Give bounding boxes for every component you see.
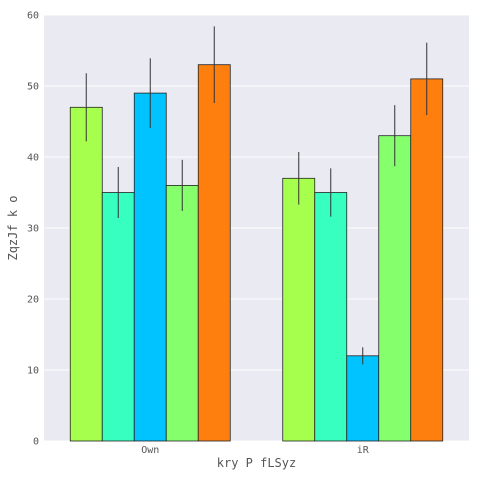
bars [69, 64, 444, 442]
y-tick-label: 60 [27, 11, 39, 22]
y-axis-label: ZqzJf k o [6, 195, 20, 260]
bar [410, 78, 444, 442]
x-axis-label: kry P fLSyz [217, 456, 296, 470]
bar [346, 355, 380, 442]
x-tick-label: Own [141, 445, 159, 456]
y-tick-label: 20 [27, 295, 39, 306]
bar [133, 92, 167, 442]
x-tick-labels: Own iR [141, 445, 370, 456]
y-tick-label: 0 [33, 437, 39, 448]
bar [378, 135, 412, 442]
bar [197, 64, 231, 442]
bar [69, 106, 103, 442]
y-tick-label: 50 [27, 82, 39, 93]
error-bars [85, 26, 428, 365]
y-tick-label: 30 [27, 224, 39, 235]
x-tick-label: iR [357, 445, 370, 456]
y-tick-labels: 0 10 20 30 40 50 60 [27, 11, 39, 448]
y-tick-label: 40 [27, 153, 39, 164]
bar [282, 177, 316, 442]
bar [314, 192, 348, 442]
y-tick-label: 10 [27, 366, 39, 377]
bar [101, 192, 135, 442]
bar [165, 184, 199, 442]
